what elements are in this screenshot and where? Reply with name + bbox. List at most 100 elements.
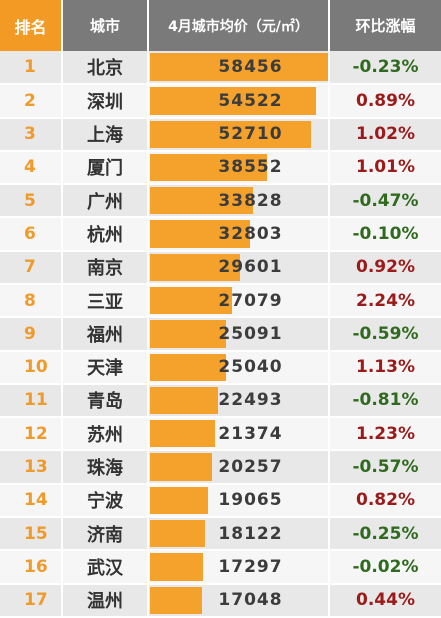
table-body: 1 北京 58456 -0.23% 2 深圳 54522 0.89% 3 上海 52710 1.02%… [0, 51, 441, 618]
price-cell: 52710 [148, 117, 330, 152]
price-value: 17048 [218, 590, 283, 611]
city-cell: 福州 [62, 317, 149, 352]
city-cell: 珠海 [62, 450, 149, 485]
price-value: 32803 [218, 224, 283, 245]
price-bar [150, 187, 253, 215]
header-city: 城市 [62, 0, 149, 51]
price-bar [150, 519, 205, 548]
city-cell: 武汉 [62, 550, 149, 585]
city-cell: 济南 [62, 516, 149, 552]
city-cell: 北京 [62, 51, 149, 86]
price-cell: 33828 [148, 184, 330, 219]
rank-cell: 9 [0, 317, 63, 352]
price-bar [150, 320, 226, 348]
price-bar [150, 486, 208, 514]
city-cell: 温州 [62, 583, 149, 618]
price-value: 38552 [218, 157, 283, 178]
city-cell: 三亚 [62, 283, 149, 319]
header-change: 环比涨幅 [329, 0, 441, 51]
rank-cell: 15 [0, 516, 63, 552]
city-cell: 上海 [62, 117, 149, 152]
city-cell: 天津 [62, 350, 149, 385]
change-cell: -0.10% [329, 217, 441, 252]
change-cell: -0.57% [329, 450, 441, 485]
table-row: 2 深圳 54522 0.89% [0, 84, 441, 119]
price-bar [150, 386, 218, 415]
price-cell: 22493 [148, 383, 330, 419]
change-cell: 1.13% [329, 350, 441, 385]
price-bar [150, 120, 311, 148]
price-value: 18122 [218, 523, 283, 544]
price-bar [150, 220, 250, 248]
change-cell: 0.92% [329, 250, 441, 285]
change-cell: -0.81% [329, 383, 441, 419]
rank-cell: 8 [0, 283, 63, 319]
price-value: 22493 [218, 390, 283, 411]
table-row: 13 珠海 20257 -0.57% [0, 450, 441, 485]
price-bar [150, 420, 215, 448]
price-value: 54522 [218, 90, 283, 111]
rank-cell: 12 [0, 417, 63, 452]
rank-cell: 3 [0, 117, 63, 152]
rank-cell: 5 [0, 184, 63, 219]
rank-cell: 13 [0, 450, 63, 485]
header-rank: 排名 [0, 0, 63, 51]
change-cell: 1.23% [329, 417, 441, 452]
price-value: 20257 [218, 457, 283, 478]
price-cell: 25040 [148, 350, 330, 385]
price-value: 29601 [218, 257, 283, 278]
city-cell: 广州 [62, 184, 149, 219]
price-cell: 19065 [148, 483, 330, 518]
rank-cell: 17 [0, 583, 63, 618]
price-value: 33828 [218, 190, 283, 211]
price-cell: 38552 [148, 150, 330, 186]
rank-cell: 6 [0, 217, 63, 252]
table-row: 11 青岛 22493 -0.81% [0, 383, 441, 419]
price-bar [150, 553, 203, 581]
price-bar [150, 286, 232, 315]
city-cell: 杭州 [62, 217, 149, 252]
price-cell: 54522 [148, 84, 330, 119]
price-bar [150, 353, 226, 381]
price-cell: 29601 [148, 250, 330, 285]
change-cell: -0.02% [329, 550, 441, 585]
price-bar [150, 153, 267, 182]
rank-cell: 14 [0, 483, 63, 518]
price-cell: 32803 [148, 217, 330, 252]
price-bar [150, 87, 316, 115]
price-cell: 17297 [148, 550, 330, 585]
price-cell: 18122 [148, 516, 330, 552]
price-cell: 27079 [148, 283, 330, 319]
price-bar [150, 586, 202, 614]
price-bar [150, 53, 328, 82]
price-value: 21374 [218, 423, 283, 444]
city-cell: 深圳 [62, 84, 149, 119]
price-bar [150, 253, 240, 281]
table-row: 14 宁波 19065 0.82% [0, 483, 441, 518]
city-cell: 宁波 [62, 483, 149, 518]
price-value: 58456 [218, 57, 283, 78]
rank-cell: 16 [0, 550, 63, 585]
city-cell: 南京 [62, 250, 149, 285]
change-cell: 1.01% [329, 150, 441, 186]
price-value: 25040 [218, 357, 283, 378]
table-row: 9 福州 25091 -0.59% [0, 317, 441, 352]
rank-cell: 10 [0, 350, 63, 385]
table-row: 7 南京 29601 0.92% [0, 250, 441, 285]
change-cell: -0.47% [329, 184, 441, 219]
city-cell: 厦门 [62, 150, 149, 186]
city-cell: 苏州 [62, 417, 149, 452]
table-header: 排名 城市 4月城市均价（元/㎡） 环比涨幅 [0, 0, 441, 51]
table-row: 10 天津 25040 1.13% [0, 350, 441, 385]
city-cell: 青岛 [62, 383, 149, 419]
change-cell: -0.59% [329, 317, 441, 352]
price-cell: 21374 [148, 417, 330, 452]
change-cell: 2.24% [329, 283, 441, 319]
price-value: 17297 [218, 556, 283, 577]
rank-cell: 2 [0, 84, 63, 119]
table-row: 1 北京 58456 -0.23% [0, 51, 441, 86]
price-cell: 20257 [148, 450, 330, 485]
price-cell: 17048 [148, 583, 330, 618]
table-row: 5 广州 33828 -0.47% [0, 184, 441, 219]
